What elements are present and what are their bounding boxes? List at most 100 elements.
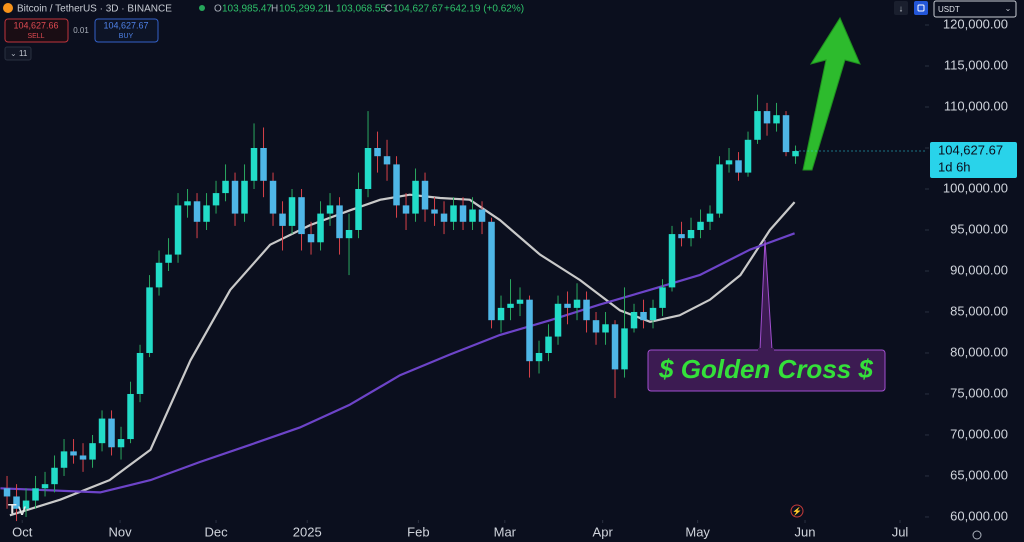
candle-body (450, 205, 457, 222)
candle-body (564, 303, 571, 308)
indicators-toggle[interactable] (4, 46, 32, 61)
candle-body (545, 336, 552, 353)
candle-body (155, 262, 163, 288)
indicator-count: 11 (19, 49, 28, 58)
candle-body (649, 307, 657, 321)
candle-body (231, 180, 239, 214)
sell-button[interactable] (4, 18, 69, 43)
candle-body (583, 299, 590, 321)
candle-body (402, 205, 410, 214)
sell-price: 104,627.66 (13, 20, 58, 30)
candle-body (621, 328, 628, 370)
candle-body (630, 311, 638, 329)
candle-body (459, 205, 467, 222)
candle-body (98, 418, 106, 444)
candle-body (374, 147, 381, 157)
candle-body (469, 209, 476, 222)
buy-price: 104,627.67 (103, 20, 148, 30)
moving-average (9, 193, 796, 517)
price-tag (930, 142, 1017, 179)
event-bolt: ⚡ (792, 506, 802, 516)
candle-body (241, 180, 248, 214)
x-tick-label: 2025 (293, 524, 322, 539)
y-tick-label: 90,000.00 (950, 262, 1008, 277)
buy-button[interactable] (94, 18, 159, 43)
candle-body (488, 221, 495, 321)
candle-body (193, 201, 201, 222)
candle-body (782, 115, 790, 153)
candle-body (279, 213, 286, 226)
candle-body (393, 164, 400, 206)
settings-icon[interactable] (972, 530, 982, 540)
candle-body (22, 500, 30, 509)
x-tick-label: Dec (204, 524, 228, 539)
candle-body (307, 234, 315, 243)
up-arrow (802, 16, 861, 171)
candle-body (602, 324, 609, 333)
candle-body (440, 213, 448, 222)
candle-body (127, 393, 134, 440)
candle-body (697, 221, 704, 230)
candle-body (117, 439, 125, 448)
y-tick-label: 60,000.00 (950, 508, 1008, 523)
ohlc-value: 105,299.21 (279, 4, 329, 15)
x-tick-label: Jun (795, 524, 816, 539)
candle-body (355, 188, 362, 230)
spread: 0.01 (73, 26, 89, 35)
candle-body (687, 229, 695, 239)
y-tick-label: 65,000.00 (950, 467, 1008, 482)
candle-body (317, 213, 324, 243)
candle-body (592, 320, 600, 333)
tv-logo: T (8, 501, 17, 517)
currency-select[interactable] (933, 0, 1017, 18)
layout-icon (917, 4, 925, 12)
candle-body (3, 488, 11, 497)
candle-body (70, 451, 77, 456)
candle-body (13, 496, 20, 509)
candle-body (222, 180, 229, 194)
candle-body (659, 287, 666, 308)
candle-body (89, 443, 96, 460)
candle-body (668, 234, 676, 288)
x-tick-label: May (685, 524, 710, 539)
currency-chevron: ⌄ (1005, 4, 1012, 13)
candle-body (535, 352, 543, 362)
candle-body (288, 197, 296, 226)
callout-join (758, 348, 774, 352)
ohlc-key: C (385, 4, 392, 15)
ohlc-value: 103,068.55 (336, 4, 386, 15)
price-tag-label: 104,627.67 (938, 142, 1003, 157)
ohlc-legend: O 103,985.47H 105,299.21L 103,068.55C 104,62… (214, 4, 443, 15)
x-tick-label: Nov (109, 524, 133, 539)
candle-body (744, 139, 752, 173)
candle-body (136, 352, 144, 394)
status-dot (199, 5, 205, 11)
price-tag-countdown: 1d 6h (938, 159, 971, 174)
candle-body (554, 303, 562, 337)
y-tick-label: 75,000.00 (950, 385, 1008, 400)
download-button[interactable] (894, 1, 908, 15)
x-tick-label: Feb (407, 524, 429, 539)
y-tick-label: 120,000.00 (943, 16, 1008, 31)
candle-body (336, 205, 343, 239)
symbol: Bitcoin / TetherUS · 3D · BINANCE (17, 4, 172, 15)
download-icon: ↓ (899, 3, 904, 13)
candle-body (573, 299, 581, 308)
sell-label: SELL (27, 33, 44, 40)
y-tick-label: 70,000.00 (950, 426, 1008, 441)
event-icon[interactable] (790, 504, 804, 518)
tv-logo-mark: V (18, 504, 26, 518)
x-tick-label: Oct (12, 524, 33, 539)
y-tick-label: 95,000.00 (950, 221, 1008, 236)
currency: USDT (938, 5, 960, 14)
candle-body (212, 193, 220, 206)
candle-body (60, 451, 68, 468)
candle-body (678, 234, 685, 239)
candle-body (269, 180, 277, 214)
candle-body (431, 209, 438, 214)
candle-body (41, 484, 49, 489)
layout-button[interactable] (914, 1, 928, 15)
